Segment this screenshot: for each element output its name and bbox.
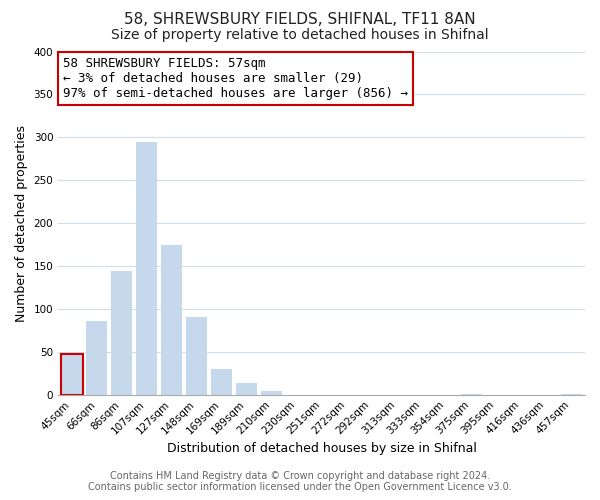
Text: 58, SHREWSBURY FIELDS, SHIFNAL, TF11 8AN: 58, SHREWSBURY FIELDS, SHIFNAL, TF11 8AN [124,12,476,28]
Bar [111,271,133,394]
Bar [136,142,157,394]
Bar [86,321,107,394]
Bar [236,382,257,394]
Bar [61,354,83,395]
Text: Size of property relative to detached houses in Shifnal: Size of property relative to detached ho… [111,28,489,42]
Bar [211,369,232,394]
Bar [261,392,282,394]
Text: Contains HM Land Registry data © Crown copyright and database right 2024.
Contai: Contains HM Land Registry data © Crown c… [88,471,512,492]
Bar [186,316,208,394]
Text: 58 SHREWSBURY FIELDS: 57sqm
← 3% of detached houses are smaller (29)
97% of semi: 58 SHREWSBURY FIELDS: 57sqm ← 3% of deta… [64,56,409,100]
X-axis label: Distribution of detached houses by size in Shifnal: Distribution of detached houses by size … [167,442,476,455]
Bar [161,244,182,394]
Y-axis label: Number of detached properties: Number of detached properties [15,124,28,322]
